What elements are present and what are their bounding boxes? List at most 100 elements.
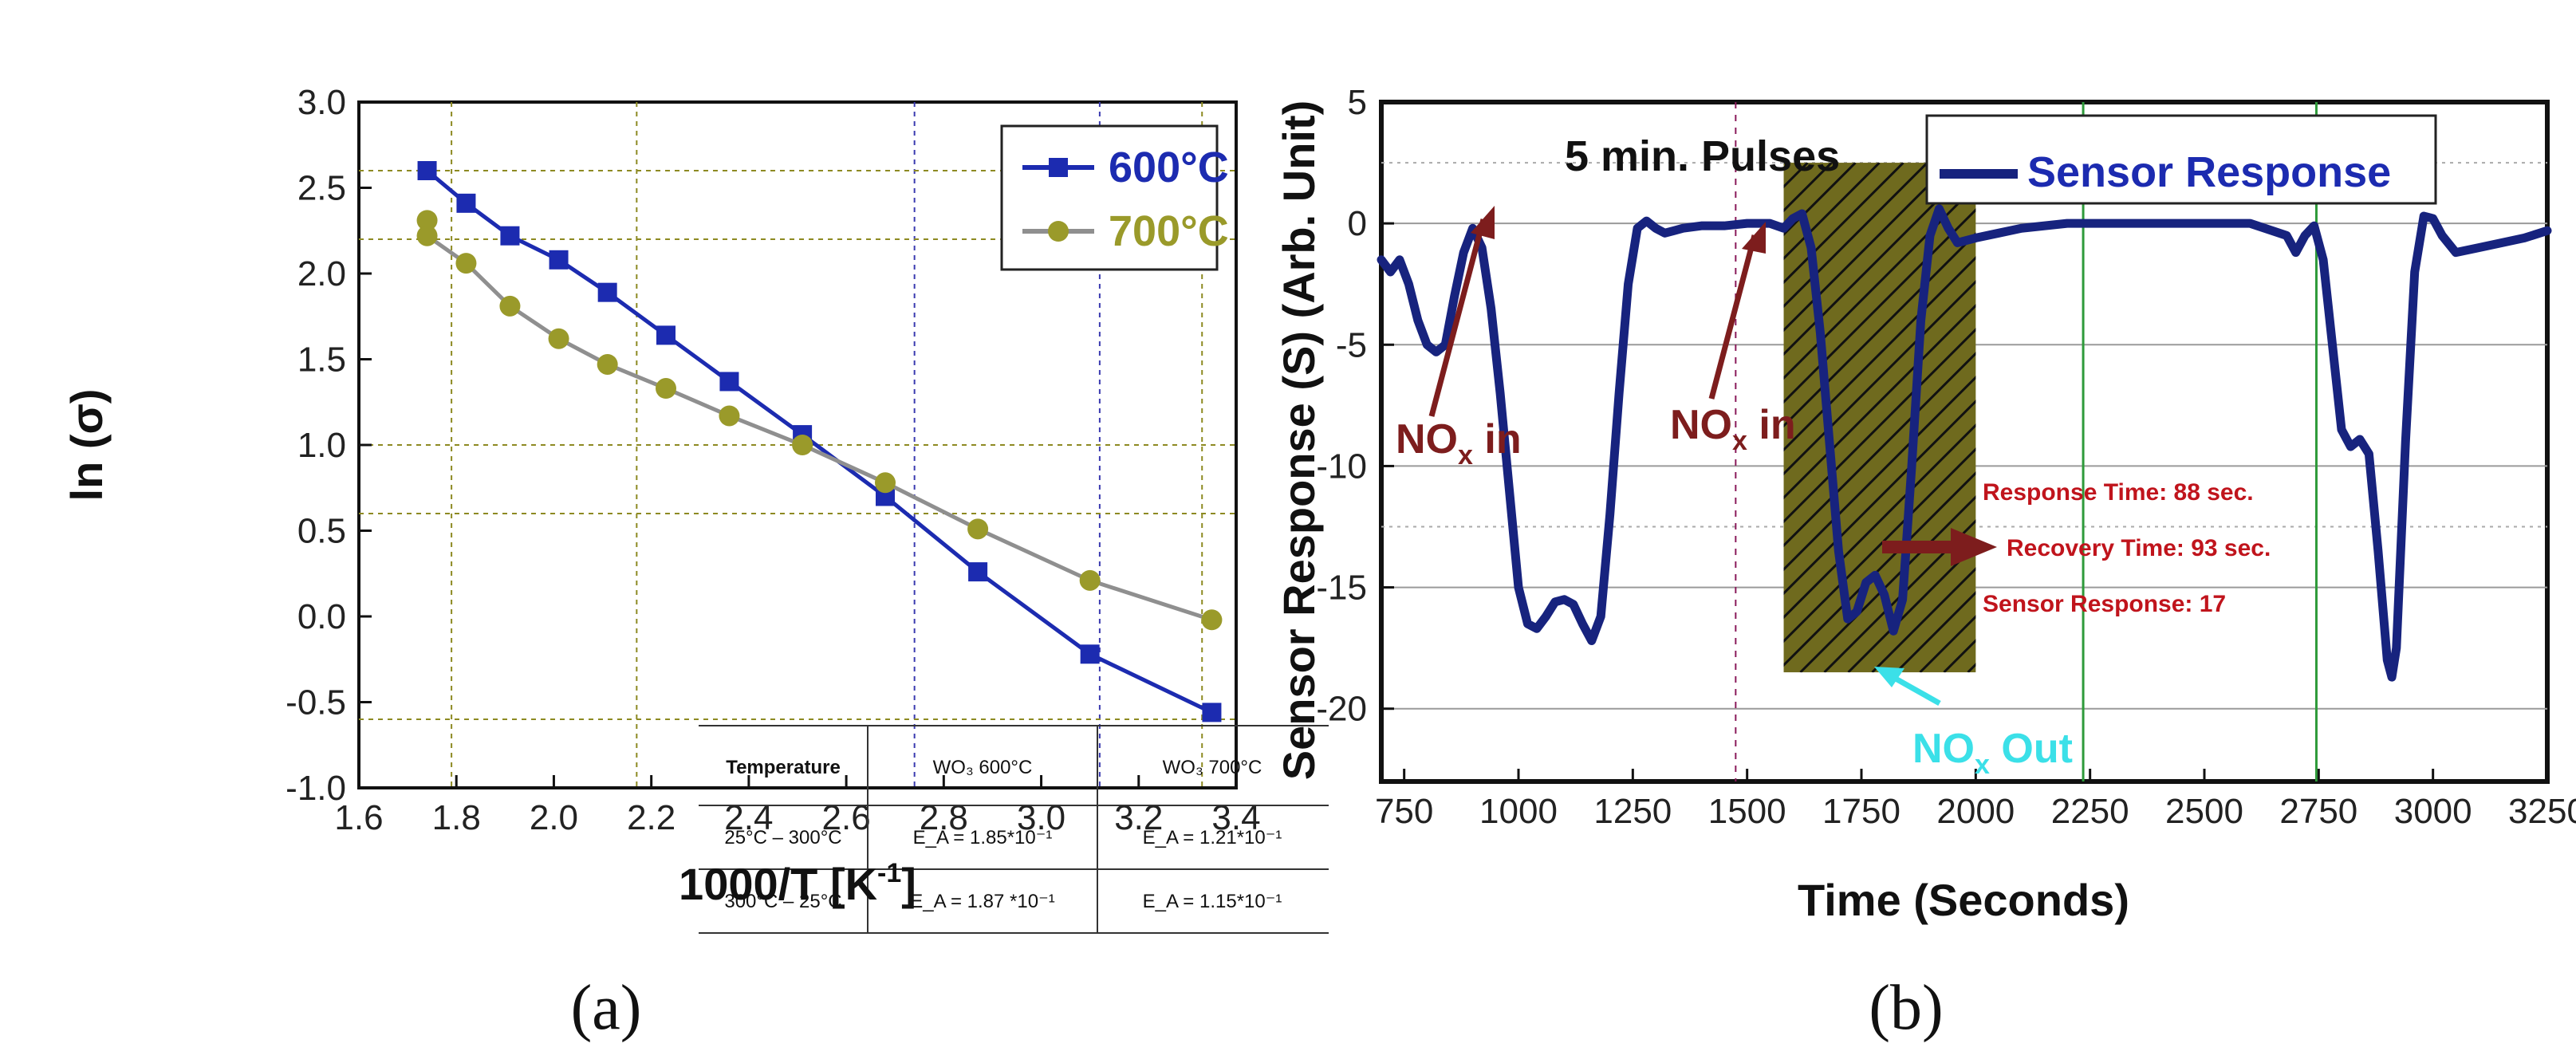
x-tick-label: 2.2 — [627, 798, 676, 837]
data-point-600 — [456, 193, 476, 213]
legend-700-marker — [1048, 221, 1069, 242]
plot-b-title: 5 min. Pulses — [1565, 132, 1840, 180]
data-point-600 — [968, 562, 988, 582]
recovery-time-label: Recovery Time: 93 sec. — [2007, 535, 2271, 561]
hatch-line — [1783, 423, 1976, 620]
plot-a-legend: 600°C 700°C — [1000, 124, 1229, 271]
data-point-700 — [1079, 569, 1101, 591]
nox-in-arrow-1 — [1428, 218, 1487, 417]
data-point-700 — [416, 225, 438, 246]
x-tick-label: 2000 — [1936, 792, 2015, 831]
data-point-700 — [1201, 609, 1223, 631]
table-cell: E_A = 1.85*10⁻¹ — [913, 827, 1053, 848]
plot-b-ylabel: Sensor Response (S) (Arb. Unit) — [1274, 100, 1324, 781]
data-point-700 — [967, 518, 989, 540]
table-header-700: WO₃ 700°C — [1163, 757, 1262, 778]
panel-a: 1.6 1.8 2.0 2.2 2.4 2.6 2.8 3.0 3.2 3.4-1.0-0.50.… — [61, 83, 1329, 1043]
x-tick-label: 2250 — [2051, 792, 2129, 831]
hatch-line — [1783, 304, 1976, 500]
y-tick-label: 1.5 — [297, 341, 346, 380]
hatch-line — [1783, 400, 1976, 596]
hatch-line — [1871, 567, 1976, 673]
y-tick-label: 3.0 — [297, 83, 346, 122]
y-tick-label: 0.0 — [297, 597, 346, 636]
hatch-line — [1823, 519, 1976, 673]
plot-b-series — [1377, 204, 2552, 682]
data-point-700 — [792, 435, 813, 455]
data-point-600 — [1202, 703, 1222, 722]
y-tick-label: 2.5 — [297, 169, 346, 208]
nox-in-arrowhead-2 — [1742, 222, 1766, 254]
x-tick-label: 1000 — [1479, 792, 1558, 831]
panel-b: 750 1000 1250 1500 1750 2000 2250 2500 2750 3000 3… — [1274, 83, 2576, 1043]
nox-out-arrowhead — [1874, 667, 1904, 687]
x-tick-label: 1.6 — [334, 798, 383, 837]
x-tick-label: 1750 — [1822, 792, 1900, 831]
x-tick-label: 2500 — [2165, 792, 2243, 831]
data-point-700 — [548, 328, 569, 349]
nox-in-label-1: NOx in — [1396, 416, 1522, 470]
y-tick-label: -1.0 — [286, 769, 346, 808]
table-cell: E_A = 1.21*10⁻¹ — [1143, 827, 1282, 848]
plot-b-xlabel: Time (Seconds) — [1798, 875, 2129, 925]
response-arrowhead — [1951, 528, 1997, 566]
data-point-700 — [416, 210, 438, 231]
annotations: NOx in NOx in NOx Out Response Time: 88 … — [1396, 206, 2271, 780]
data-point-700 — [656, 378, 676, 400]
table-cell: E_A = 1.15*10⁻¹ — [1143, 891, 1282, 912]
y-tick-label: 0.5 — [297, 512, 346, 551]
data-point-700 — [719, 405, 740, 427]
legend-sensor-label: Sensor Response — [2027, 148, 2391, 196]
x-tick-label: 1500 — [1708, 792, 1786, 831]
x-tick-label: 1.8 — [432, 798, 481, 837]
nox-in-arrowhead-1 — [1471, 206, 1495, 239]
y-tick-label: 2.0 — [297, 254, 346, 293]
y-tick-label: -0.5 — [286, 683, 346, 722]
nox-out-arrow — [1887, 671, 1941, 707]
data-point-600 — [1080, 644, 1100, 664]
y-tick-label: -5 — [1336, 325, 1367, 364]
data-point-700 — [499, 295, 521, 317]
panel-a-label: (a) — [571, 973, 642, 1043]
hatch-line — [1783, 163, 1952, 333]
data-point-700 — [455, 253, 477, 274]
sensor-response-label: Sensor Response: 17 — [1983, 591, 2226, 617]
hatch-line — [1847, 543, 1976, 673]
hatch-line — [1783, 163, 1976, 356]
legend-600-marker — [1049, 158, 1068, 177]
y-tick-label: 1.0 — [297, 426, 346, 465]
plot-b-legend: Sensor Response — [1925, 114, 2437, 205]
y-tick-label: -15 — [1316, 569, 1367, 608]
hatch-line — [1783, 280, 1976, 476]
legend-box — [1000, 124, 1219, 271]
data-point-600 — [719, 372, 739, 392]
response-time-label: Response Time: 88 sec. — [1983, 479, 2254, 506]
legend-box — [1925, 114, 2437, 205]
hatch-line — [1783, 447, 1976, 644]
data-point-600 — [500, 226, 520, 246]
data-point-600 — [597, 282, 617, 302]
data-point-700 — [875, 472, 896, 494]
y-tick-label: -20 — [1316, 690, 1367, 729]
hatch-line — [1783, 376, 1976, 572]
x-tick-label: 3250 — [2508, 792, 2576, 831]
y-tick-label: 0 — [1348, 204, 1367, 243]
activation-energy-table: Temperature WO₃ 600°C WO₃ 700°C 25°C – 3… — [699, 725, 1329, 934]
table-cell: 300°C – 25°C — [724, 891, 841, 912]
legend-700-label: 700°C — [1109, 207, 1229, 255]
hatch-line — [1783, 163, 1928, 309]
x-tick-label: 2750 — [2279, 792, 2357, 831]
y-tick-label: -10 — [1316, 447, 1367, 486]
nox-out-label: NOx Out — [1912, 726, 2073, 780]
plot-b-ticks: 750 1000 1250 1500 1750 2000 2250 2500 2750 3000 3… — [1316, 83, 2576, 831]
y-tick-label: 5 — [1348, 83, 1367, 122]
table-cell: E_A = 1.87 *10⁻¹ — [910, 891, 1054, 912]
hatch-line — [1783, 184, 1976, 380]
hatch-line — [1783, 208, 1976, 404]
hatch-line — [1783, 256, 1976, 452]
x-tick-label: 2.0 — [530, 798, 578, 837]
data-point-600 — [656, 325, 676, 345]
hatch-line — [1783, 328, 1976, 524]
plot-a-xlabel: 1000/T [K-1] — [679, 858, 916, 909]
panel-b-label: (b) — [1869, 973, 1943, 1043]
